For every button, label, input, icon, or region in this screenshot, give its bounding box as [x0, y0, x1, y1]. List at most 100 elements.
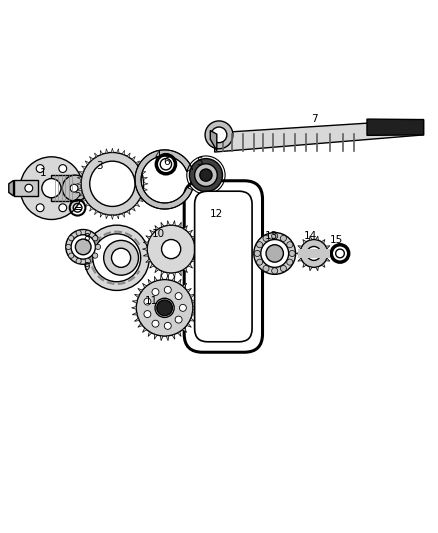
Polygon shape — [100, 150, 103, 155]
Circle shape — [164, 322, 171, 329]
Circle shape — [104, 240, 138, 275]
Text: 2: 2 — [74, 192, 81, 202]
Polygon shape — [146, 236, 151, 239]
Polygon shape — [166, 336, 169, 341]
Polygon shape — [178, 271, 181, 276]
Polygon shape — [190, 294, 195, 297]
Polygon shape — [167, 221, 170, 225]
Polygon shape — [117, 149, 119, 153]
Polygon shape — [95, 211, 98, 215]
Circle shape — [76, 259, 81, 264]
Circle shape — [75, 239, 91, 255]
Polygon shape — [188, 264, 193, 268]
Polygon shape — [134, 318, 139, 321]
Circle shape — [36, 165, 44, 173]
Polygon shape — [127, 153, 130, 157]
Polygon shape — [309, 266, 312, 271]
Polygon shape — [135, 150, 192, 209]
Polygon shape — [316, 236, 318, 240]
Polygon shape — [143, 188, 148, 190]
Polygon shape — [192, 236, 197, 239]
Text: 9: 9 — [83, 262, 89, 271]
Text: 11: 11 — [145, 296, 158, 306]
Circle shape — [69, 236, 74, 241]
Polygon shape — [142, 248, 147, 251]
Polygon shape — [192, 312, 197, 315]
Polygon shape — [173, 273, 175, 278]
Polygon shape — [143, 254, 148, 256]
Polygon shape — [178, 222, 181, 227]
Polygon shape — [177, 279, 181, 284]
Polygon shape — [215, 119, 424, 152]
Polygon shape — [100, 213, 103, 217]
Polygon shape — [188, 230, 193, 234]
Polygon shape — [141, 172, 146, 174]
Polygon shape — [166, 275, 169, 280]
Circle shape — [287, 259, 293, 265]
Polygon shape — [210, 131, 217, 151]
Polygon shape — [326, 258, 330, 261]
Polygon shape — [122, 213, 124, 217]
Polygon shape — [136, 161, 140, 165]
Circle shape — [144, 311, 151, 318]
Circle shape — [59, 204, 67, 212]
Polygon shape — [111, 148, 113, 152]
Circle shape — [205, 121, 233, 149]
Polygon shape — [367, 119, 424, 135]
Circle shape — [112, 248, 131, 268]
Circle shape — [280, 236, 286, 241]
Polygon shape — [111, 215, 113, 220]
Polygon shape — [134, 294, 139, 297]
Text: 15: 15 — [330, 236, 343, 245]
Polygon shape — [127, 211, 130, 215]
Circle shape — [36, 204, 44, 212]
Polygon shape — [143, 177, 148, 180]
Circle shape — [272, 268, 278, 274]
Text: 3: 3 — [96, 161, 102, 172]
Polygon shape — [150, 264, 154, 268]
Polygon shape — [85, 161, 89, 165]
Text: 4: 4 — [155, 150, 161, 160]
Circle shape — [162, 239, 181, 259]
Circle shape — [90, 161, 135, 206]
Polygon shape — [298, 246, 302, 249]
Circle shape — [300, 239, 328, 268]
Polygon shape — [142, 328, 147, 333]
Circle shape — [175, 316, 182, 323]
Text: 5: 5 — [196, 157, 203, 167]
Polygon shape — [77, 177, 82, 180]
Bar — [51, 175, 75, 201]
Circle shape — [175, 293, 182, 300]
Circle shape — [200, 169, 212, 181]
Circle shape — [95, 244, 101, 249]
Circle shape — [152, 288, 159, 295]
Text: 14: 14 — [304, 231, 317, 241]
Polygon shape — [106, 214, 108, 219]
Bar — [298, 249, 330, 257]
Polygon shape — [309, 236, 312, 240]
Polygon shape — [148, 332, 152, 336]
Polygon shape — [131, 157, 135, 160]
Circle shape — [136, 279, 193, 336]
Circle shape — [254, 232, 296, 274]
Circle shape — [180, 304, 186, 311]
Polygon shape — [143, 242, 148, 245]
Polygon shape — [142, 283, 147, 288]
Polygon shape — [154, 334, 157, 340]
Polygon shape — [328, 252, 332, 255]
Polygon shape — [187, 288, 191, 292]
Circle shape — [25, 184, 33, 192]
Polygon shape — [160, 336, 163, 341]
Circle shape — [147, 225, 195, 273]
Circle shape — [254, 251, 260, 256]
Circle shape — [189, 158, 223, 192]
Polygon shape — [155, 268, 159, 273]
Polygon shape — [184, 268, 187, 273]
Polygon shape — [187, 324, 191, 327]
Polygon shape — [190, 318, 195, 321]
Polygon shape — [150, 230, 154, 234]
Polygon shape — [160, 275, 163, 280]
Circle shape — [272, 233, 278, 239]
Text: 13: 13 — [265, 231, 278, 241]
Polygon shape — [183, 328, 187, 333]
